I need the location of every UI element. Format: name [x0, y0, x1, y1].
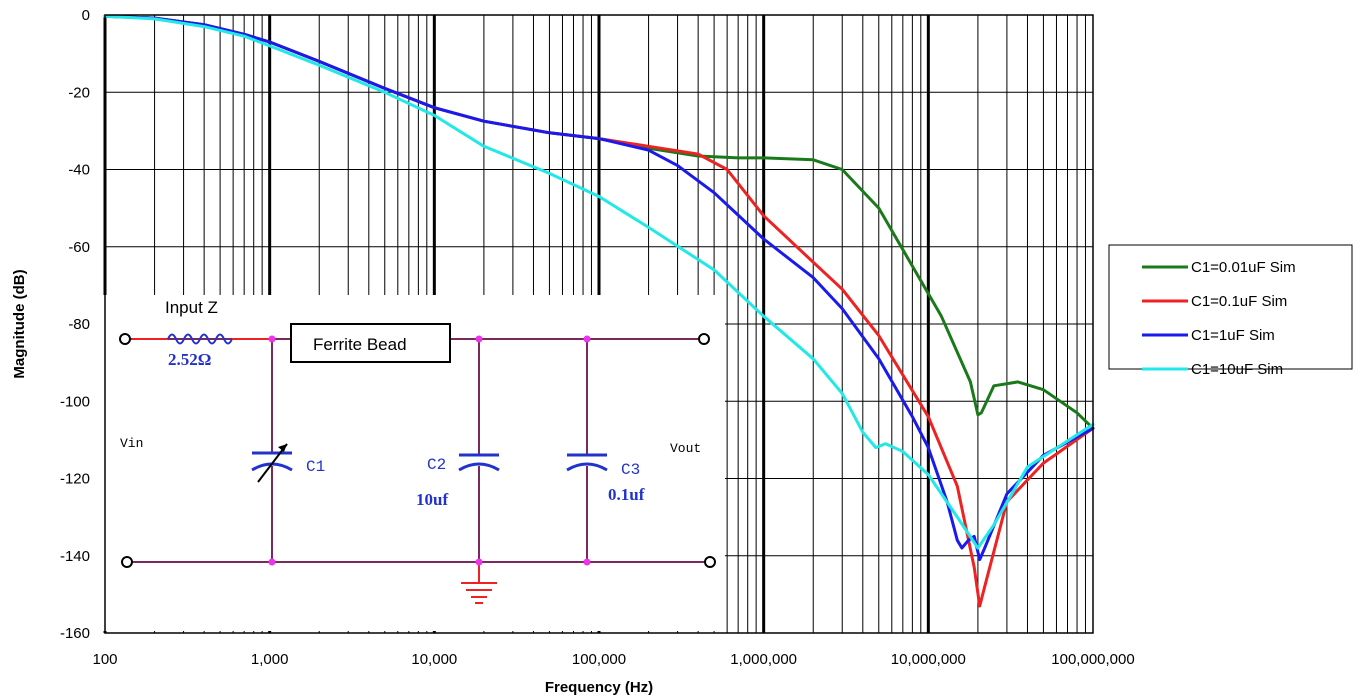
ferrite-bead-box — [290, 323, 451, 363]
chart-legend: C1=0.01uF Sim C1=0.1uF Sim C1=1uF Sim C1=10… — [1108, 244, 1353, 378]
vout-top-terminal — [698, 333, 710, 345]
c3-label: C3 — [621, 461, 640, 479]
x-tick-label: 1,000,000 — [730, 651, 797, 668]
y-tick-label: -20 — [68, 84, 90, 101]
junction-dot — [268, 558, 276, 566]
vin-top-terminal — [119, 333, 131, 345]
x-tick-label: 1,000 — [251, 651, 289, 668]
legend-label: C1=10uF Sim — [1191, 361, 1283, 378]
junction-dot — [583, 335, 591, 343]
x-tick-label: 100,000 — [572, 651, 626, 668]
c3-value-label: 0.1uf — [608, 485, 645, 504]
y-tick-label: -120 — [60, 471, 90, 488]
x-tick-label: 100,000,000 — [1051, 651, 1134, 668]
c2-label: C2 — [427, 456, 446, 474]
junction-dot — [583, 558, 591, 566]
junction-dot — [268, 335, 276, 343]
vout-label: Vout — [670, 441, 701, 456]
x-tick-label: 10,000 — [411, 651, 457, 668]
series-lines — [103, 14, 1095, 608]
legend-label: C1=0.1uF Sim — [1191, 293, 1287, 310]
y-tick-label: -100 — [60, 393, 90, 410]
x-axis-title: Frequency (Hz) — [545, 679, 653, 696]
resistor-symbol — [167, 333, 233, 345]
filter-schematic-inset: Input Z 2.52Ω Ferrite Bead Vin Vout C1 C… — [103, 295, 725, 631]
y-tick-label: -60 — [68, 239, 90, 256]
x-tick-label: 10,000,000 — [891, 651, 966, 668]
c3-plate-bottom — [566, 462, 608, 472]
vin-bottom-terminal — [121, 556, 133, 568]
junction-dot — [475, 335, 483, 343]
legend-label: C1=1uF Sim — [1191, 327, 1275, 344]
plot-frame — [104, 14, 1094, 634]
junction-dot — [475, 558, 483, 566]
c1-arrow-head — [278, 444, 287, 452]
vin-label: Vin — [120, 436, 143, 451]
legend-label: C1=0.01uF Sim — [1191, 259, 1296, 276]
resistor-value-label: 2.52Ω — [168, 350, 211, 369]
axis-ticks: 100 1,000 10,000 100,000 1,000,000 10,000,000… — [60, 7, 1135, 668]
y-tick-label: 0 — [82, 7, 90, 24]
x-tick-label: 100 — [92, 651, 117, 668]
vout-bottom-terminal — [704, 556, 716, 568]
c1-label: C1 — [306, 458, 325, 476]
y-tick-label: -160 — [60, 625, 90, 642]
y-tick-label: -80 — [68, 316, 90, 333]
c2-value-label: 10uf — [416, 490, 448, 509]
y-tick-label: -140 — [60, 548, 90, 565]
input-z-label: Input Z — [165, 298, 218, 317]
ferrite-bead-label: Ferrite Bead — [313, 335, 407, 354]
series-line — [103, 14, 1095, 562]
c2-plate-bottom — [458, 462, 500, 472]
series-line — [103, 14, 1095, 550]
y-axis-title: Magnitude (dB) — [11, 269, 28, 378]
y-tick-label: -40 — [68, 162, 90, 179]
